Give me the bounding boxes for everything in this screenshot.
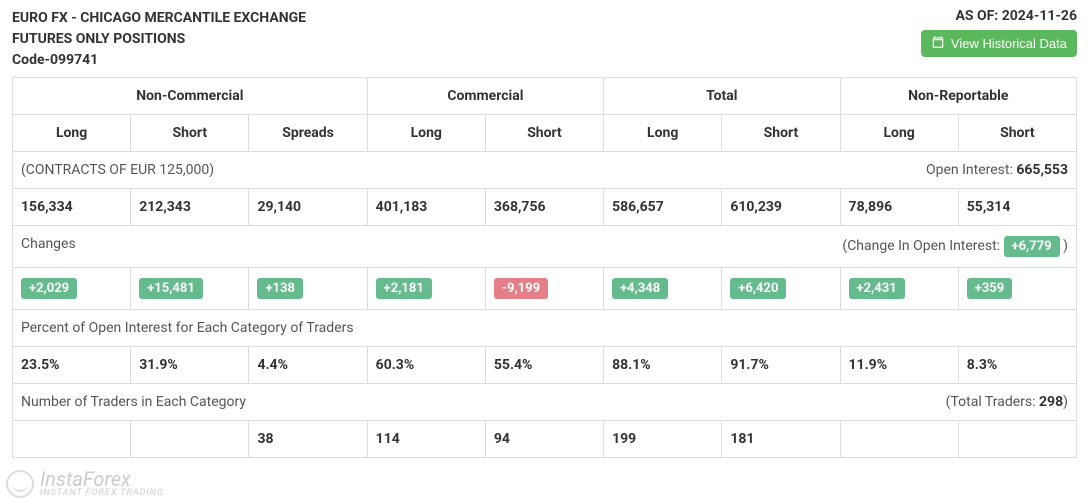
contracts-label: (CONTRACTS OF EUR 125,000) <box>21 162 214 178</box>
group-header: Non-Reportable <box>840 78 1076 115</box>
sub-header-row: LongShortSpreadsLongShortLongShortLongSh… <box>13 115 1077 152</box>
code-line: Code-099741 <box>12 50 306 71</box>
table-cell: 29,140 <box>249 189 367 226</box>
change-badge: +4,348 <box>612 278 668 299</box>
positions-table: Non-CommercialCommercialTotalNon-Reporta… <box>12 77 1077 458</box>
tt-value: 298 <box>1039 394 1063 410</box>
percent-row: 23.5%31.9%4.4%60.3%55.4%88.1%91.7%11.9%8… <box>13 347 1077 384</box>
table-cell: 31.9% <box>131 347 249 384</box>
section-percent: Percent of Open Interest for Each Catego… <box>13 310 1077 347</box>
table-cell <box>13 421 131 458</box>
coi-label: (Change In Open Interest: <box>842 238 1003 254</box>
sub-header: Long <box>367 115 485 152</box>
sub-header: Short <box>131 115 249 152</box>
table-cell <box>840 421 958 458</box>
change-badge: +138 <box>257 278 302 299</box>
coi-suffix: ) <box>1060 238 1068 254</box>
table-cell: 181 <box>722 421 840 458</box>
table-cell: 60.3% <box>367 347 485 384</box>
change-badge: +2,029 <box>21 278 77 299</box>
total-traders: (Total Traders: 298) <box>946 394 1068 410</box>
group-header: Commercial <box>367 78 603 115</box>
title-line-1: EURO FX - CHICAGO MERCANTILE EXCHANGE <box>12 8 306 29</box>
table-cell: 38 <box>249 421 367 458</box>
table-cell: 368,756 <box>485 189 603 226</box>
oi-value: 665,553 <box>1016 162 1068 178</box>
change-badge: -9,199 <box>494 278 548 299</box>
change-badge: +359 <box>967 278 1012 299</box>
report-header: EURO FX - CHICAGO MERCANTILE EXCHANGE FU… <box>12 8 306 71</box>
values-row: 156,334212,34329,140401,183368,756586,65… <box>13 189 1077 226</box>
change-badge: +15,481 <box>139 278 203 299</box>
table-cell: +2,029 <box>13 268 131 310</box>
title-line-2: FUTURES ONLY POSITIONS <box>12 29 306 50</box>
table-cell: 94 <box>485 421 603 458</box>
watermark-logo-icon <box>6 470 34 498</box>
sub-header: Short <box>485 115 603 152</box>
historical-button-label: View Historical Data <box>951 36 1067 51</box>
table-cell: +4,348 <box>604 268 722 310</box>
table-cell: +138 <box>249 268 367 310</box>
view-historical-data-button[interactable]: View Historical Data <box>921 30 1077 57</box>
table-cell: +6,420 <box>722 268 840 310</box>
change-badge: +6,420 <box>730 278 786 299</box>
coi-value: +6,779 <box>1004 236 1060 257</box>
section-changes: Changes (Change In Open Interest: +6,779… <box>13 226 1077 268</box>
table-cell <box>958 421 1076 458</box>
open-interest: Open Interest: 665,553 <box>926 162 1068 178</box>
table-cell: 55,314 <box>958 189 1076 226</box>
sub-header: Long <box>604 115 722 152</box>
table-cell: 156,334 <box>13 189 131 226</box>
traders-label: Number of Traders in Each Category <box>21 394 246 410</box>
table-cell: 11.9% <box>840 347 958 384</box>
group-header: Non-Commercial <box>13 78 368 115</box>
table-cell: 23.5% <box>13 347 131 384</box>
oi-label: Open Interest: <box>926 162 1016 178</box>
sub-header: Short <box>958 115 1076 152</box>
section-contracts: (CONTRACTS OF EUR 125,000) Open Interest… <box>13 152 1077 189</box>
table-cell: +359 <box>958 268 1076 310</box>
table-cell <box>131 421 249 458</box>
table-cell: +2,431 <box>840 268 958 310</box>
table-cell: 586,657 <box>604 189 722 226</box>
sub-header: Long <box>840 115 958 152</box>
change-badge: +2,181 <box>376 278 432 299</box>
as-of-date: AS OF: 2024-11-26 <box>921 8 1077 24</box>
table-cell: 401,183 <box>367 189 485 226</box>
group-header-row: Non-CommercialCommercialTotalNon-Reporta… <box>13 78 1077 115</box>
table-cell: 78,896 <box>840 189 958 226</box>
sub-header: Spreads <box>249 115 367 152</box>
tt-suffix: ) <box>1063 394 1068 410</box>
sub-header: Long <box>13 115 131 152</box>
change-open-interest: (Change In Open Interest: +6,779 ) <box>842 236 1068 257</box>
tt-label: (Total Traders: <box>946 394 1039 410</box>
table-cell: 55.4% <box>485 347 603 384</box>
calendar-icon <box>931 35 945 52</box>
table-cell: 610,239 <box>722 189 840 226</box>
traders-row: 3811494199181 <box>13 421 1077 458</box>
watermark-tagline: Instant Forex Trading <box>40 489 164 498</box>
change-badge: +2,431 <box>849 278 905 299</box>
watermark-name: InstaForex <box>40 469 164 489</box>
table-cell: 114 <box>367 421 485 458</box>
table-cell: 91.7% <box>722 347 840 384</box>
table-cell: 212,343 <box>131 189 249 226</box>
group-header: Total <box>604 78 840 115</box>
table-cell: +15,481 <box>131 268 249 310</box>
watermark: InstaForex Instant Forex Trading <box>6 469 164 498</box>
table-cell: +2,181 <box>367 268 485 310</box>
section-traders: Number of Traders in Each Category (Tota… <box>13 384 1077 421</box>
table-cell: 88.1% <box>604 347 722 384</box>
sub-header: Short <box>722 115 840 152</box>
table-cell: 8.3% <box>958 347 1076 384</box>
changes-row: +2,029 +15,481 +138 +2,181 -9,199 +4,348 +6,42… <box>13 268 1077 310</box>
table-cell: 199 <box>604 421 722 458</box>
table-cell: 4.4% <box>249 347 367 384</box>
table-cell: -9,199 <box>485 268 603 310</box>
changes-label: Changes <box>21 236 76 252</box>
